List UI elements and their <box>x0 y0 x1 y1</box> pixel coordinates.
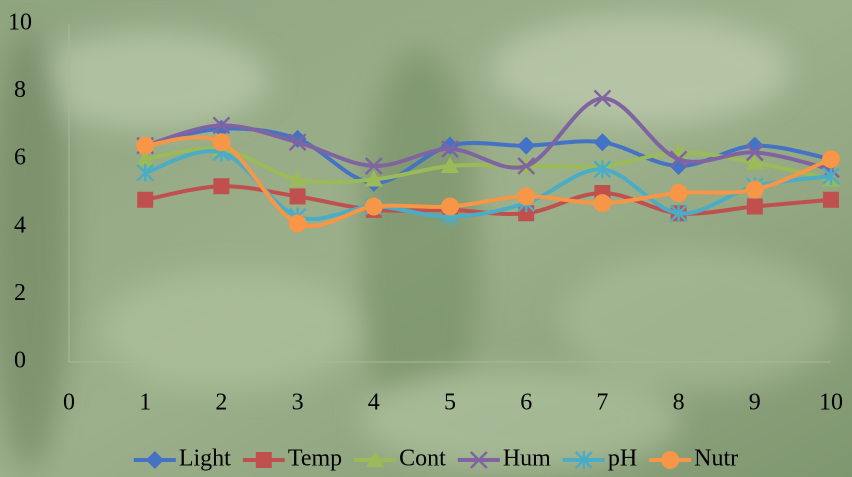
x-tick-label: 8 <box>673 390 685 416</box>
marker <box>290 188 306 204</box>
marker <box>256 452 272 468</box>
marker <box>289 214 307 232</box>
x-tick-label: 4 <box>368 390 380 416</box>
x-tick-label: 5 <box>444 390 456 416</box>
marker <box>213 178 229 194</box>
y-tick-label: 2 <box>14 280 26 306</box>
legend-label: Nutr <box>694 446 738 472</box>
marker <box>441 198 459 216</box>
y-tick-label: 0 <box>14 348 26 374</box>
x-tick-label: 10 <box>819 390 843 416</box>
x-tick-label: 1 <box>139 390 151 416</box>
x-tick-label: 6 <box>520 390 532 416</box>
marker <box>746 181 764 199</box>
legend-label: Light <box>179 446 231 472</box>
x-tick-label: 2 <box>215 390 227 416</box>
x-tick-label: 0 <box>63 390 75 416</box>
marker <box>822 150 840 168</box>
y-tick-label: 10 <box>8 10 32 36</box>
marker <box>593 194 611 212</box>
marker <box>517 187 535 205</box>
marker <box>661 451 679 469</box>
y-tick-label: 6 <box>14 145 26 171</box>
legend-label: Temp <box>288 446 342 472</box>
marker <box>365 198 383 216</box>
marker <box>670 184 688 202</box>
marker <box>136 137 154 155</box>
marker <box>747 199 763 215</box>
x-tick-label: 7 <box>596 390 608 416</box>
marker <box>137 192 153 208</box>
legend-label: pH <box>608 446 637 472</box>
chart: 0 2 4 6 8 10 0 1 2 3 4 5 6 7 8 9 10 Light Temp Cont Hum pH Nut… <box>0 0 852 477</box>
background <box>0 0 852 477</box>
legend-label: Cont <box>399 446 446 472</box>
marker <box>823 192 839 208</box>
marker <box>212 133 230 151</box>
legend-label: Hum <box>503 446 551 472</box>
x-tick-label: 9 <box>749 390 761 416</box>
y-tick-label: 4 <box>14 212 26 238</box>
x-tick-label: 3 <box>292 390 304 416</box>
y-tick-label: 8 <box>14 77 26 103</box>
